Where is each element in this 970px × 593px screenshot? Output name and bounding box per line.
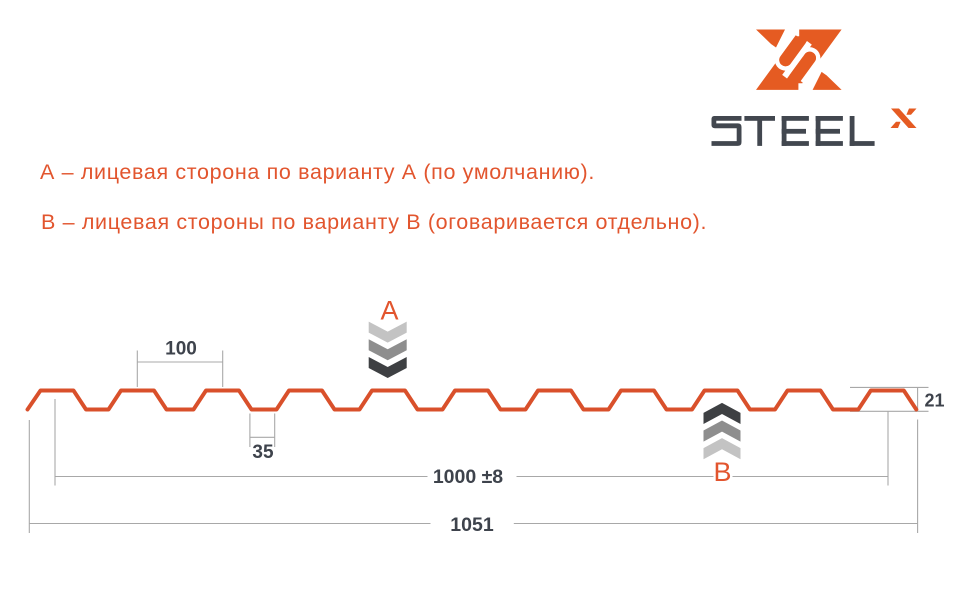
svg-text:1051: 1051 [450,514,494,536]
svg-text:B: B [713,457,731,487]
svg-text:1000 ±8: 1000 ±8 [433,466,503,488]
svg-text:A: A [380,296,398,326]
svg-text:35: 35 [252,442,274,463]
svg-text:21: 21 [925,391,945,411]
svg-text:100: 100 [165,339,197,360]
